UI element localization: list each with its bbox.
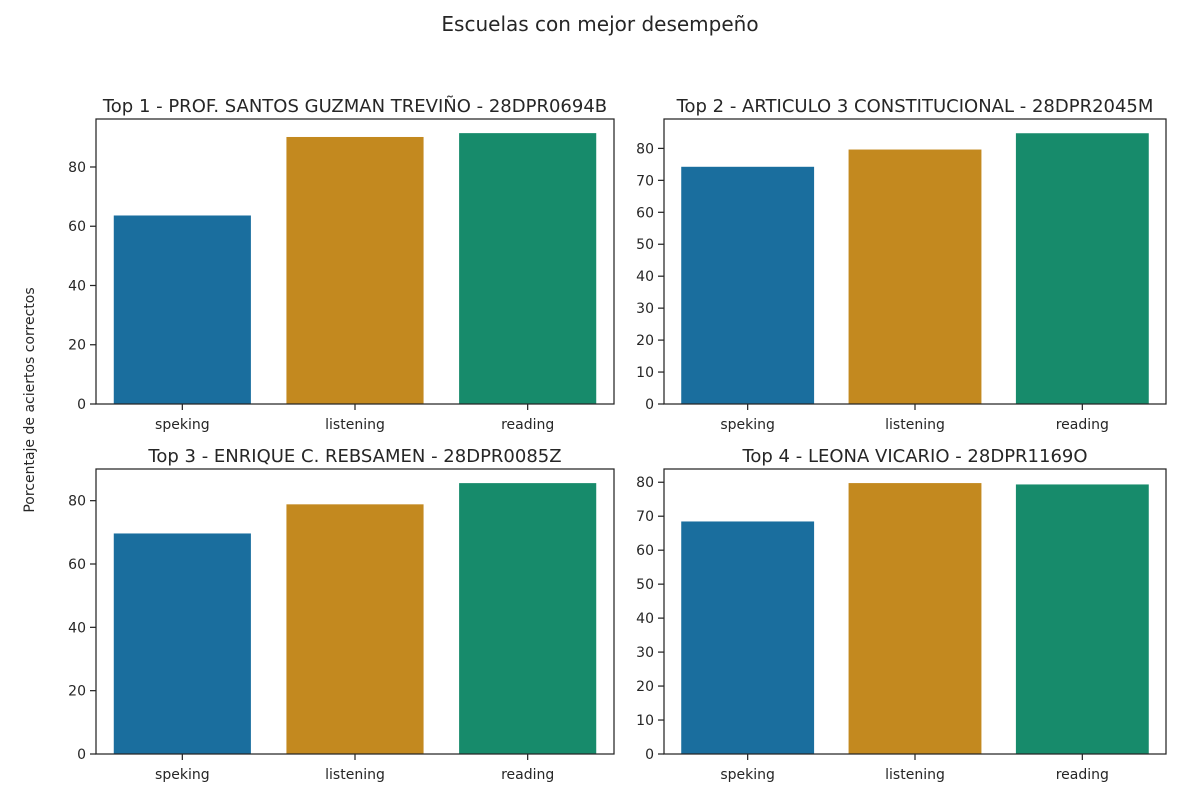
y-tick-label: 30 bbox=[636, 301, 654, 317]
y-tick-label: 0 bbox=[77, 747, 86, 763]
y-tick-label: 20 bbox=[68, 338, 86, 354]
bar-reading bbox=[1014, 132, 1150, 405]
y-tick-label: 20 bbox=[68, 684, 86, 700]
chart-panel-2: 0 10 20 30 40 50 60 70 80 speking listening reading… bbox=[636, 96, 1167, 433]
panel-title: Top 4 - LEONA VICARIO - 28DPR1169O bbox=[741, 446, 1087, 467]
y-tick-label: 60 bbox=[636, 543, 654, 559]
y-tick-label: 40 bbox=[68, 278, 86, 294]
y-tick-label: 80 bbox=[68, 160, 86, 176]
bar-listening bbox=[285, 503, 425, 755]
y-tick-label: 20 bbox=[636, 333, 654, 349]
y-tick-label: 10 bbox=[636, 713, 654, 729]
y-tick-label: 60 bbox=[68, 557, 86, 573]
y-tick-label: 40 bbox=[636, 611, 654, 627]
x-tick-label: speking bbox=[155, 417, 210, 433]
figure-title: Escuelas con mejor desempeño bbox=[441, 12, 759, 36]
panel-title: Top 1 - PROF. SANTOS GUZMAN TREVIÑO - 28… bbox=[102, 95, 607, 117]
bar-speking bbox=[680, 520, 816, 755]
y-tick-label: 70 bbox=[636, 509, 654, 525]
x-tick-label: speking bbox=[720, 767, 775, 783]
bar-speking bbox=[680, 165, 816, 405]
bar-reading bbox=[458, 132, 598, 405]
bar-reading bbox=[458, 482, 598, 755]
y-tick-label: 20 bbox=[636, 679, 654, 695]
y-tick-label: 30 bbox=[636, 645, 654, 661]
x-tick-label: reading bbox=[1056, 767, 1109, 783]
x-tick-label: reading bbox=[1056, 417, 1109, 433]
panel-title: Top 2 - ARTICULO 3 CONSTITUCIONAL - 28DP… bbox=[676, 96, 1154, 117]
y-tick-label: 70 bbox=[636, 173, 654, 189]
x-tick-label: reading bbox=[501, 417, 554, 433]
bar-speking bbox=[112, 532, 252, 755]
chart-panel-3: 0 20 40 60 80 speking listening reading Top 3 - … bbox=[68, 446, 615, 783]
x-tick-label: listening bbox=[885, 767, 945, 783]
x-tick-label: listening bbox=[325, 767, 385, 783]
y-tick-label: 50 bbox=[636, 577, 654, 593]
x-tick-label: speking bbox=[720, 417, 775, 433]
bar-listening bbox=[847, 148, 983, 405]
y-tick-label: 0 bbox=[645, 397, 654, 413]
bar-reading bbox=[1014, 483, 1150, 755]
bar-listening bbox=[285, 135, 425, 405]
y-tick-label: 40 bbox=[636, 269, 654, 285]
bar-speking bbox=[112, 214, 252, 405]
y-tick-label: 0 bbox=[645, 747, 654, 763]
x-tick-label: listening bbox=[325, 417, 385, 433]
y-tick-label: 10 bbox=[636, 365, 654, 381]
y-tick-label: 60 bbox=[636, 205, 654, 221]
y-tick-label: 80 bbox=[636, 475, 654, 491]
chart-panel-1: 0 20 40 60 80 speking listening reading Top 1 - … bbox=[68, 95, 615, 433]
y-tick-label: 0 bbox=[77, 397, 86, 413]
x-tick-label: reading bbox=[501, 767, 554, 783]
chart-panel-4: 0 10 20 30 40 50 60 70 80 speking listening reading… bbox=[636, 446, 1167, 783]
y-tick-label: 80 bbox=[636, 141, 654, 157]
bar-listening bbox=[847, 482, 983, 755]
x-tick-label: speking bbox=[155, 767, 210, 783]
x-tick-label: listening bbox=[885, 417, 945, 433]
panel-title: Top 3 - ENRIQUE C. REBSAMEN - 28DPR0085Z bbox=[147, 446, 561, 467]
y-tick-label: 60 bbox=[68, 219, 86, 235]
y-tick-label: 80 bbox=[68, 494, 86, 510]
y-tick-label: 40 bbox=[68, 620, 86, 636]
y-tick-label: 50 bbox=[636, 237, 654, 253]
